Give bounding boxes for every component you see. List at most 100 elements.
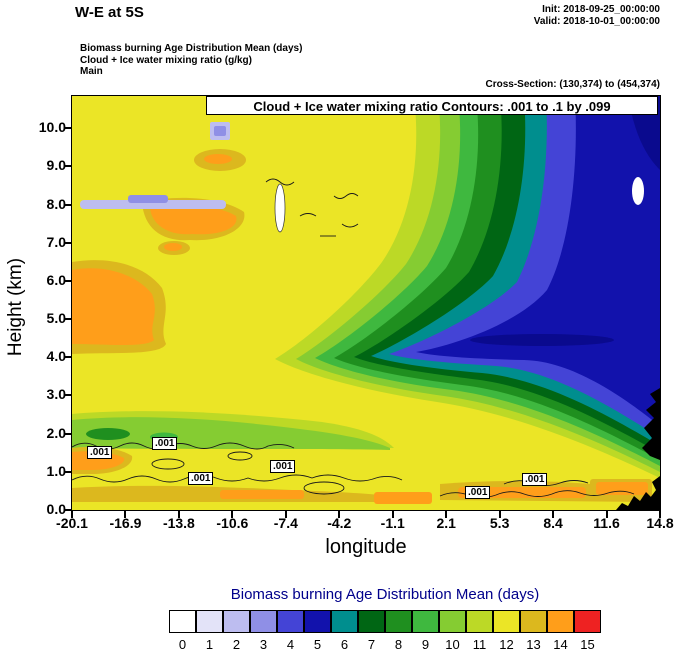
y-tick-label: 3.0	[46, 386, 66, 403]
legend-tick-label: 5	[313, 637, 322, 652]
x-tick-label: 11.6	[593, 515, 620, 531]
legend-swatch	[439, 610, 466, 633]
legend-tick-label: 3	[259, 637, 268, 652]
legend-tick-label: 6	[340, 637, 349, 652]
legend-swatch	[385, 610, 412, 633]
x-tick-label: -13.8	[162, 515, 195, 531]
init-valid-block: Init: 2018-09-25_00:00:00 Valid: 2018-10…	[534, 4, 660, 27]
legend-tick-label: 0	[178, 637, 187, 652]
x-tick-label: -7.4	[273, 515, 298, 531]
legend-swatch	[493, 610, 520, 633]
legend-tick-label: 8	[394, 637, 403, 652]
contour-info-box: Cloud + Ice water mixing ratio Contours:…	[206, 96, 658, 115]
legend-swatch	[250, 610, 277, 633]
x-tick-label: -4.2	[327, 515, 352, 531]
y-tick-mark	[65, 203, 72, 206]
field-line-1: Biomass burning Age Distribution Mean (d…	[80, 43, 303, 54]
legend-swatches: 0 1 2 3 4 5 6 7 8 9 10 11 12 13 14 15	[169, 610, 601, 652]
contour-label-001: .001	[188, 472, 214, 485]
legend-tick-label: 10	[445, 637, 460, 652]
legend-cell: 0	[169, 610, 196, 652]
y-tick-label: 2.0	[46, 424, 66, 441]
legend-cell: 7	[358, 610, 385, 652]
cross-section-coords: Cross-Section: (130,374) to (454,374)	[485, 79, 660, 90]
legend-swatch	[304, 610, 331, 633]
legend-cell: 6	[331, 610, 358, 652]
legend-cell: 11	[466, 610, 493, 652]
y-tick-mark	[65, 470, 72, 473]
x-tick-label: -16.9	[109, 515, 142, 531]
field-subtitle-block: Biomass burning Age Distribution Mean (d…	[80, 43, 302, 78]
legend-tick-label: 13	[526, 637, 541, 652]
legend-cell: 4	[277, 610, 304, 652]
legend-cell: 15	[574, 610, 601, 652]
x-tick-label: 14.8	[646, 515, 674, 531]
legend-swatch	[169, 610, 196, 633]
y-tick-mark	[65, 241, 72, 244]
x-tick-mark	[231, 511, 234, 518]
y-tick-mark	[65, 394, 72, 397]
y-tick-label: 9.0	[46, 157, 66, 174]
contour-label-001: .001	[152, 437, 178, 450]
x-tick-mark	[391, 511, 394, 518]
legend-cell: 13	[520, 610, 547, 652]
y-tick-mark	[65, 509, 72, 511]
x-tick-mark	[659, 511, 661, 518]
x-tick-mark	[124, 511, 127, 518]
init-time: Init: 2018-09-25_00:00:00	[542, 4, 660, 15]
contour-label-001: .001	[465, 486, 491, 499]
y-tick-label: 1.0	[46, 462, 66, 479]
legend-cell: 2	[223, 610, 250, 652]
legend-cell: 14	[547, 610, 574, 652]
legend-swatch	[412, 610, 439, 633]
field-line-2: Cloud + Ice water mixing ratio (g/kg)	[80, 54, 252, 66]
legend-swatch	[358, 610, 385, 633]
x-tick-mark	[338, 511, 341, 518]
legend-swatch	[196, 610, 223, 633]
legend-tick-label: 9	[421, 637, 430, 652]
legend-cell: 8	[385, 610, 412, 652]
x-tick-mark	[445, 511, 448, 518]
legend-tick-label: 11	[472, 637, 487, 652]
contour-label-001: .001	[87, 446, 113, 459]
y-tick-mark	[65, 127, 72, 130]
y-tick-label: 4.0	[46, 348, 66, 365]
legend-swatch	[277, 610, 304, 633]
legend-tick-label: 2	[232, 637, 241, 652]
y-tick-label: 0.0	[46, 501, 66, 517]
x-axis-title: longitude	[325, 536, 407, 558]
x-tick-label: 5.3	[489, 515, 510, 531]
legend-tick-label: 4	[286, 637, 295, 652]
legend-tick-label: 15	[580, 637, 595, 652]
legend-cell: 10	[439, 610, 466, 652]
y-tick-label: 10.0	[38, 119, 66, 136]
x-tick-label: -20.1	[56, 515, 88, 531]
legend-swatch	[574, 610, 601, 633]
y-tick-label: 8.0	[46, 195, 66, 212]
y-tick-label: 7.0	[46, 233, 66, 250]
x-tick-label: 8.4	[543, 515, 563, 531]
legend-tick-label: 12	[499, 637, 514, 652]
legend-tick-label: 7	[367, 637, 376, 652]
legend-swatch	[520, 610, 547, 633]
legend-cell: 1	[196, 610, 223, 652]
y-tick-mark	[65, 279, 72, 282]
y-axis-title: Height (km)	[5, 257, 26, 357]
legend-swatch	[547, 610, 574, 633]
x-tick-mark	[498, 511, 501, 518]
x-tick-label: -10.6	[216, 515, 249, 531]
x-tick-mark	[605, 511, 608, 518]
y-tick-label: 6.0	[46, 271, 66, 288]
x-tick-mark	[71, 511, 73, 518]
legend-title: Biomass burning Age Distribution Mean (d…	[230, 586, 540, 603]
legend-cell: 12	[493, 610, 520, 652]
legend-cell: 5	[304, 610, 331, 652]
y-tick-mark	[65, 356, 72, 359]
field-line-3: Main	[80, 66, 103, 77]
legend-swatch	[331, 610, 358, 633]
y-tick-mark	[65, 432, 72, 435]
x-tick-label: -1.1	[380, 515, 405, 531]
y-tick-mark	[65, 165, 72, 168]
x-tick-mark	[552, 511, 555, 518]
